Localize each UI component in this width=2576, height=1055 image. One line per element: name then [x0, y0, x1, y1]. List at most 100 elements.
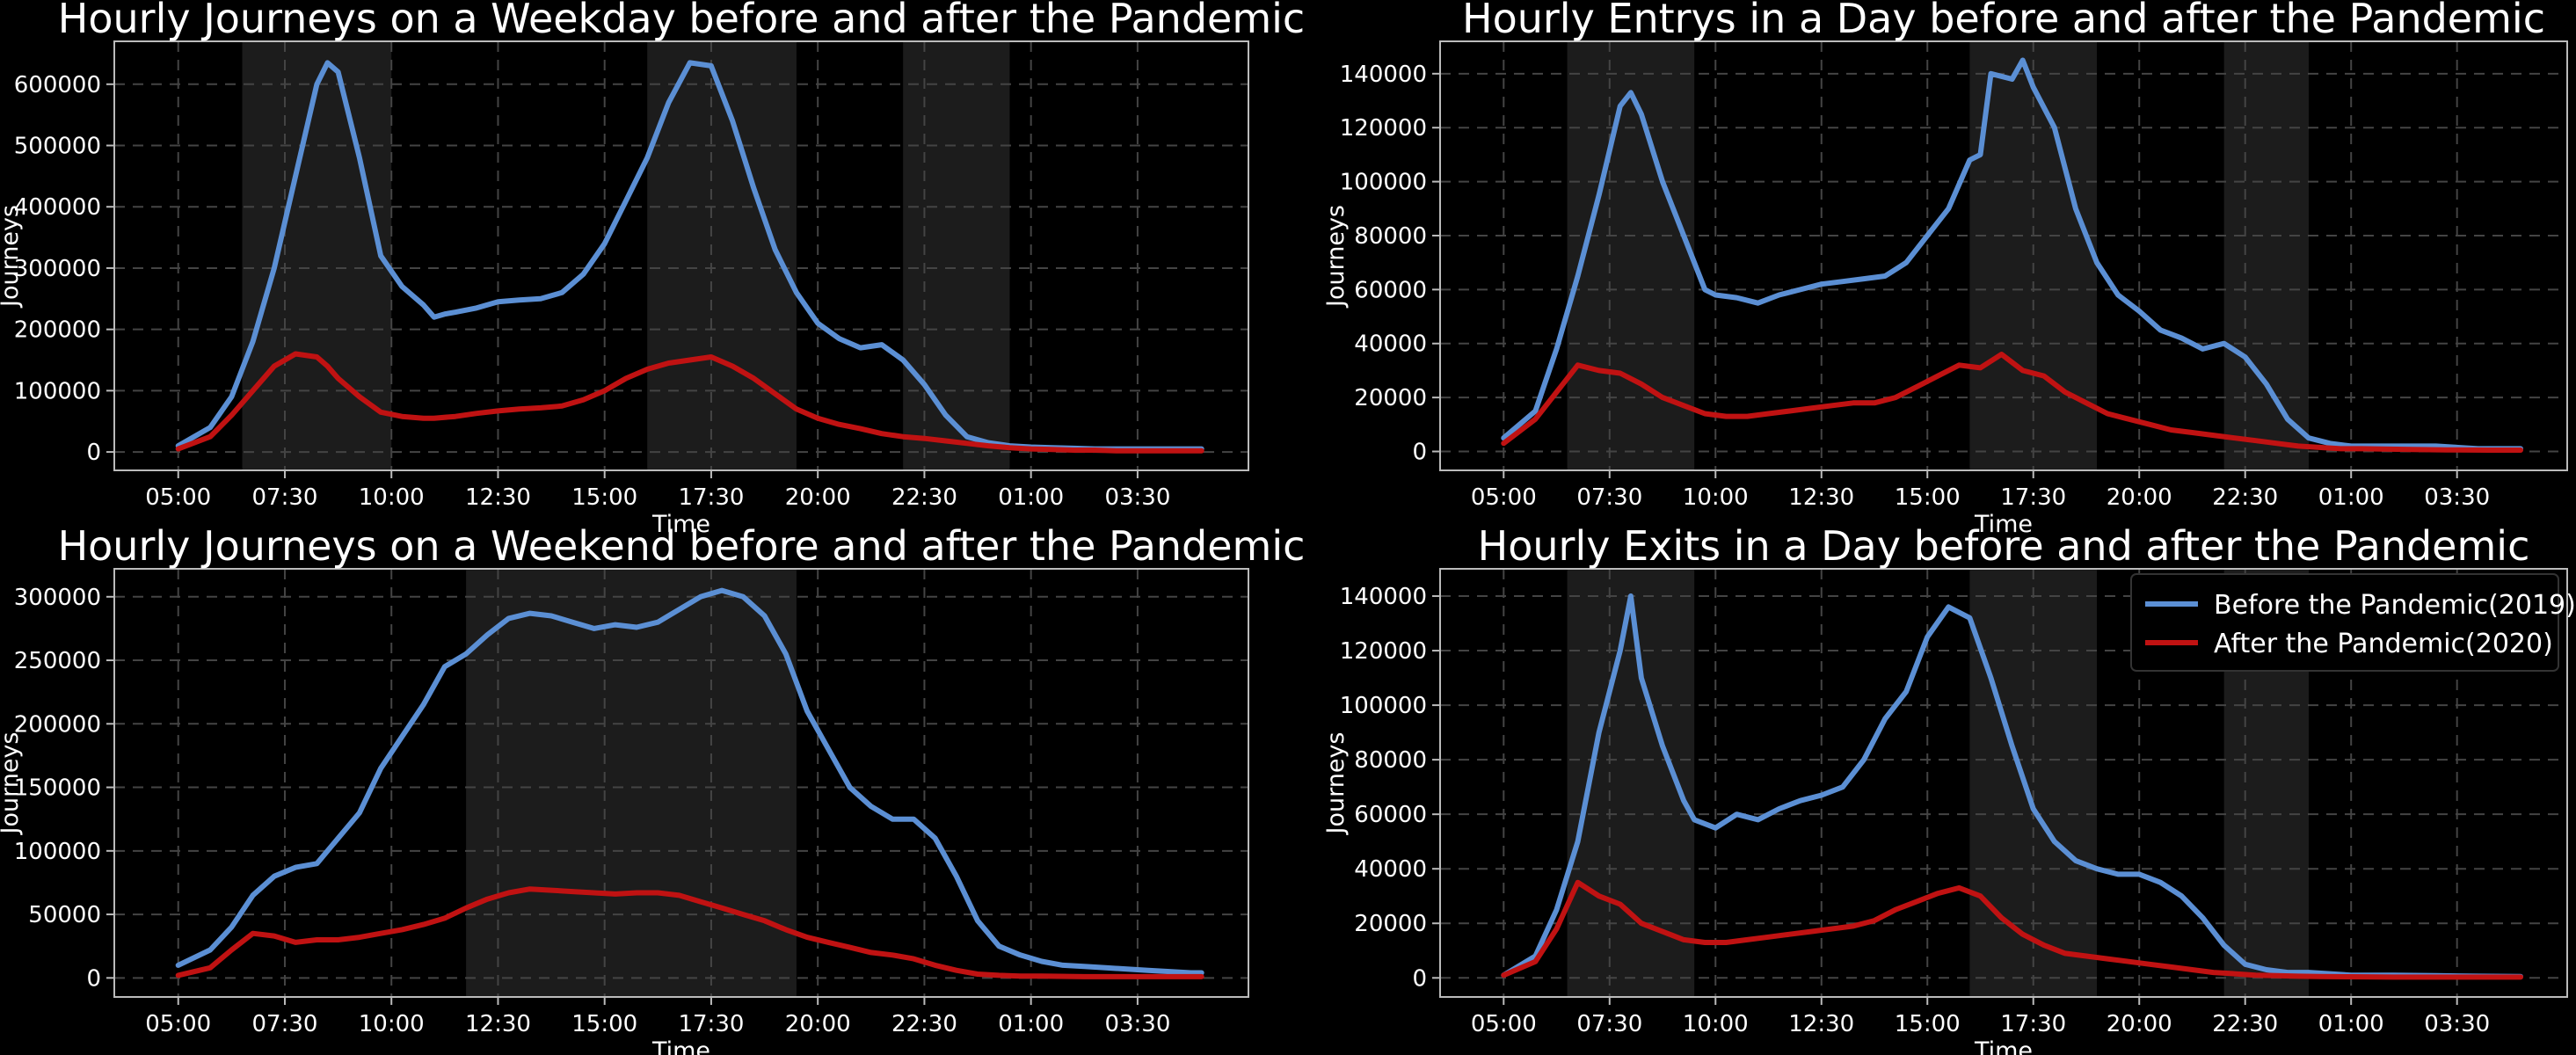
- y-tick-label: 20000: [1354, 385, 1427, 411]
- chart-title: Hourly Journeys on a Weekend before and …: [58, 522, 1306, 570]
- y-tick-label: 200000: [14, 711, 101, 738]
- x-tick-label: 15:00: [1895, 1011, 1961, 1037]
- y-axis-label: Journeys: [1322, 732, 1350, 836]
- y-tick-label: 0: [86, 965, 101, 992]
- y-axis-label: Journeys: [0, 732, 24, 836]
- series-line-after: [1501, 879, 2523, 980]
- x-tick-label: 01:00: [998, 1011, 1064, 1037]
- x-tick-label: 22:30: [891, 484, 957, 511]
- y-tick-label: 100000: [1340, 693, 1427, 719]
- x-tick-label: 05:00: [1471, 1011, 1537, 1037]
- y-tick-label: 0: [86, 440, 101, 466]
- subplot-1: 05:00 07:30 10:00 12:30 15:00 17:30 20:00 22:30…: [0, 0, 1305, 538]
- axes-frame: [1439, 568, 2568, 998]
- axes-frame: [113, 40, 1249, 471]
- x-tick-label: 12:30: [1788, 484, 1854, 511]
- x-tick-label: 10:00: [1683, 1011, 1749, 1037]
- x-tick-label: 20:00: [785, 484, 851, 511]
- x-tick-label: 22:30: [2212, 1011, 2278, 1037]
- x-tick-label: 22:30: [891, 1011, 957, 1037]
- x-tick-label: 05:00: [145, 1011, 211, 1037]
- x-tick-label: 01:00: [998, 484, 1064, 511]
- series-line-before: [175, 587, 1204, 976]
- y-tick-label: 60000: [1354, 277, 1427, 303]
- y-tick-label: 300000: [14, 585, 101, 611]
- chart-title: Hourly Exits in a Day before and after t…: [1478, 522, 2530, 570]
- x-tick-label: 20:00: [785, 1011, 851, 1037]
- chart-title: Hourly Journeys on a Weekday before and …: [58, 0, 1305, 42]
- x-tick-label: 05:00: [145, 484, 211, 511]
- y-tick-label: 80000: [1354, 747, 1427, 774]
- y-tick-label: 400000: [14, 194, 101, 221]
- y-tick-label: 100000: [14, 378, 101, 404]
- series-line-after: [175, 351, 1204, 454]
- y-tick-label: 50000: [28, 902, 101, 928]
- x-tick-label: 03:30: [2424, 484, 2490, 511]
- legend-box: [2130, 573, 2559, 672]
- x-tick-label: 15:00: [571, 484, 637, 511]
- y-tick-label: 200000: [14, 317, 101, 344]
- y-tick-label: 20000: [1354, 911, 1427, 937]
- x-tick-label: 12:30: [465, 1011, 531, 1037]
- x-tick-label: 07:30: [1576, 1011, 1642, 1037]
- series-line-before: [1501, 57, 2523, 452]
- y-tick-label: 100000: [14, 839, 101, 865]
- chart-title: Hourly Entrys in a Day before and after …: [1462, 0, 2545, 42]
- x-tick-label: 12:30: [1788, 1011, 1854, 1037]
- y-tick-label: 250000: [14, 648, 101, 674]
- series-line-after: [1501, 352, 2523, 453]
- y-tick-label: 500000: [14, 134, 101, 160]
- y-tick-label: 300000: [14, 256, 101, 282]
- x-tick-label: 10:00: [359, 1011, 425, 1037]
- y-tick-label: 600000: [14, 72, 101, 98]
- x-tick-label: 17:30: [2000, 484, 2066, 511]
- x-axis-label: Time: [1974, 1037, 2033, 1055]
- subplot-2: 05:00 07:30 10:00 12:30 15:00 17:30 20:00 22:30…: [1322, 0, 2568, 538]
- subplot-3: 05:00 07:30 10:00 12:30 15:00 17:30 20:00 22:30…: [0, 522, 1305, 1055]
- shaded-period-3: [2223, 41, 2310, 470]
- x-tick-label: 17:30: [678, 1011, 744, 1037]
- shaded-period-3: [903, 41, 1010, 470]
- y-tick-label: 0: [1412, 440, 1427, 466]
- y-tick-label: 0: [1412, 965, 1427, 992]
- series-line-before: [1501, 593, 2523, 979]
- x-tick-label: 05:00: [1471, 484, 1537, 511]
- y-tick-label: 80000: [1354, 223, 1427, 250]
- axes-frame: [1439, 40, 2568, 471]
- y-tick-label: 140000: [1340, 584, 1427, 610]
- y-tick-label: 40000: [1354, 331, 1427, 358]
- x-tick-label: 03:30: [1104, 484, 1170, 511]
- y-tick-label: 100000: [1340, 170, 1427, 196]
- x-tick-label: 17:30: [678, 484, 744, 511]
- shaded-period-2: [647, 41, 797, 470]
- y-tick-label: 150000: [14, 775, 101, 802]
- x-axis-label: Time: [651, 511, 710, 538]
- x-tick-label: 10:00: [1683, 484, 1749, 511]
- x-tick-label: 15:00: [1895, 484, 1961, 511]
- axes-frame: [113, 568, 1249, 998]
- shaded-period-1: [1567, 41, 1695, 470]
- legend: Before the Pandemic(2019) After the Pande…: [2130, 573, 2576, 672]
- y-tick-label: 120000: [1340, 115, 1427, 142]
- x-tick-label: 07:30: [1576, 484, 1642, 511]
- y-axis-label: Journeys: [1322, 205, 1350, 309]
- x-axis-label: Time: [651, 1037, 710, 1055]
- y-tick-label: 60000: [1354, 802, 1427, 828]
- x-tick-label: 20:00: [2107, 1011, 2172, 1037]
- y-tick-label: 140000: [1340, 62, 1427, 88]
- legend-label: After the Pandemic(2020): [2214, 629, 2553, 659]
- x-tick-label: 17:30: [2000, 1011, 2066, 1037]
- x-tick-label: 07:30: [252, 484, 318, 511]
- x-tick-label: 22:30: [2212, 484, 2278, 511]
- x-tick-label: 20:00: [2107, 484, 2172, 511]
- shaded-period-1: [466, 569, 797, 997]
- x-tick-label: 03:30: [2424, 1011, 2490, 1037]
- x-tick-label: 15:00: [571, 1011, 637, 1037]
- subplot-4: 05:00 07:30 10:00 12:30 15:00 17:30 20:00 22:30…: [1322, 522, 2576, 1055]
- x-tick-label: 03:30: [1104, 1011, 1170, 1037]
- y-tick-label: 120000: [1340, 638, 1427, 665]
- x-tick-label: 07:30: [252, 1011, 318, 1037]
- x-axis-label: Time: [1974, 511, 2033, 538]
